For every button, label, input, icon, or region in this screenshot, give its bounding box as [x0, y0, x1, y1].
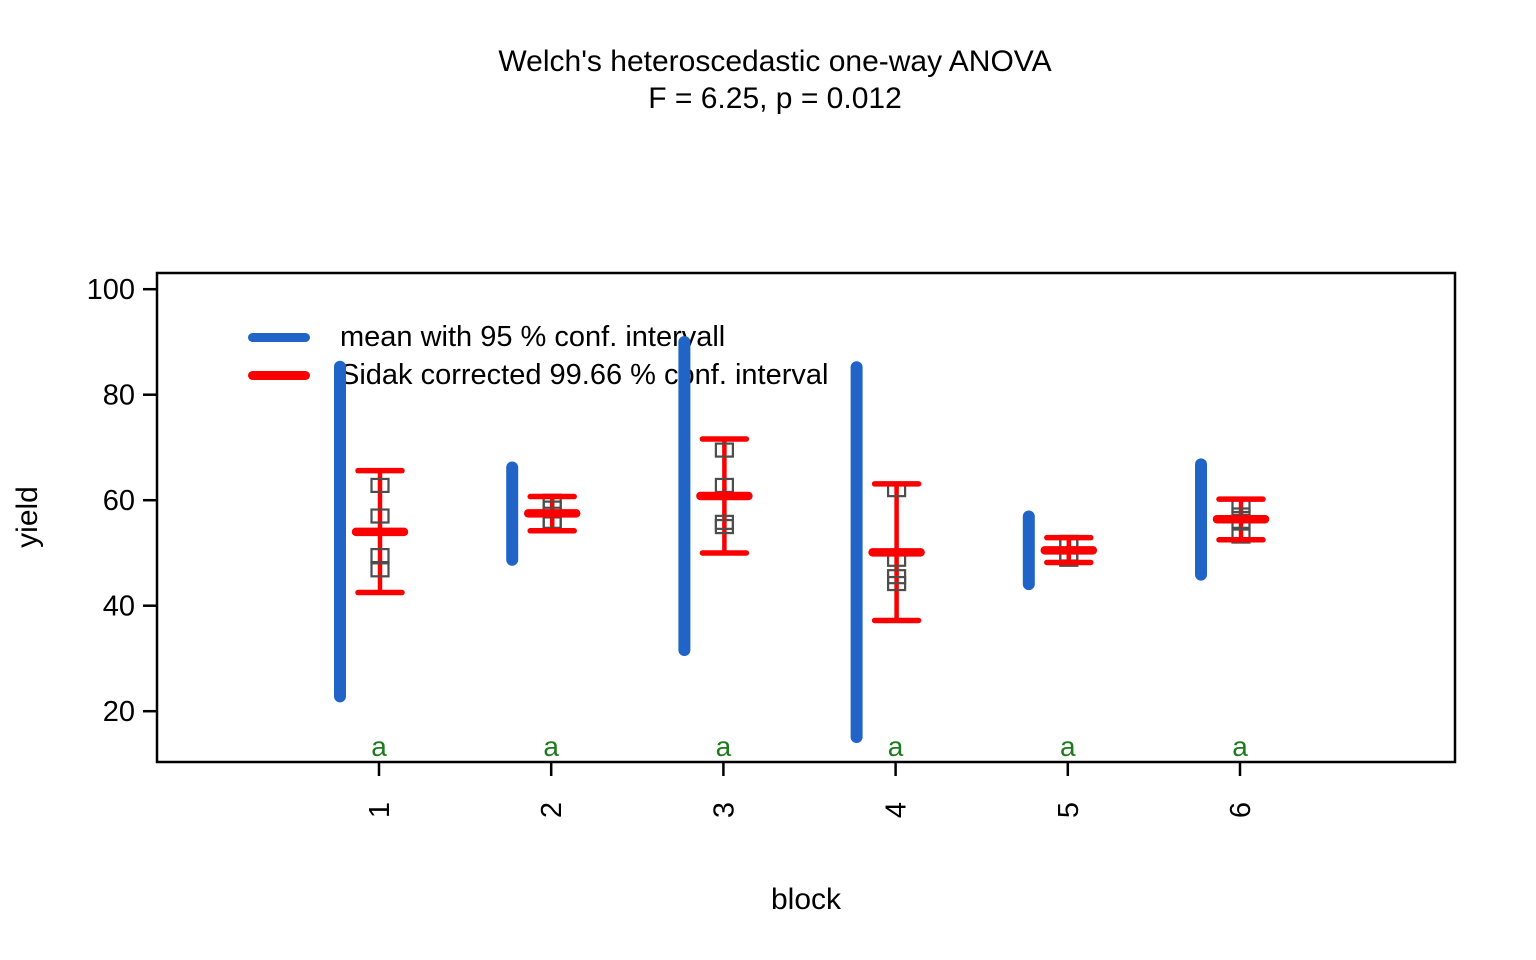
legend: mean with 95 % conf. intervall Sidak cor…: [248, 318, 828, 394]
data-point-square: [714, 518, 735, 535]
chart-title: Welch's heteroscedastic one-way ANOVA: [498, 45, 1052, 78]
x-axis-title: block: [770, 883, 842, 916]
x-tick-label: 2: [536, 802, 568, 818]
data-point-square: [1231, 528, 1251, 544]
data-point-square: [370, 508, 390, 524]
sig-letter: a: [543, 731, 559, 762]
chart-subtitle: F = 6.25, p = 0.012: [648, 82, 902, 115]
data-point-square: [370, 477, 390, 494]
sig-letter: a: [1232, 731, 1248, 762]
data-point-square: [886, 575, 907, 592]
sig-letter: a: [888, 731, 904, 762]
legend-label-blue: mean with 95 % conf. intervall: [340, 320, 726, 353]
y-tick-label: 80: [103, 380, 135, 412]
sig-letter: a: [1060, 731, 1076, 762]
x-tick-label: 1: [364, 802, 396, 818]
y-tick-label: 40: [103, 591, 135, 623]
x-tick-label: 6: [1225, 802, 1257, 818]
legend-item-red: Sidak corrected 99.66 % conf. interval: [248, 356, 828, 394]
legend-swatch-blue-line: [248, 332, 310, 342]
x-tick-label: 5: [1053, 802, 1085, 818]
legend-label-red: Sidak corrected 99.66 % conf. interval: [340, 358, 829, 391]
data-point-square: [714, 442, 735, 458]
data-point-square: [370, 562, 390, 578]
x-tick-label: 4: [881, 802, 913, 818]
sig-letter: a: [716, 731, 732, 762]
x-tick-label: 3: [708, 802, 740, 818]
sig-letter: a: [371, 731, 387, 762]
legend-item-blue: mean with 95 % conf. intervall: [248, 318, 828, 356]
y-tick-label: 100: [87, 274, 135, 306]
legend-swatch-red-line: [248, 370, 310, 380]
data-point-square: [370, 547, 390, 564]
y-tick-label: 20: [103, 696, 135, 728]
plot-border: [155, 271, 1457, 764]
y-tick-label: 60: [103, 485, 135, 517]
